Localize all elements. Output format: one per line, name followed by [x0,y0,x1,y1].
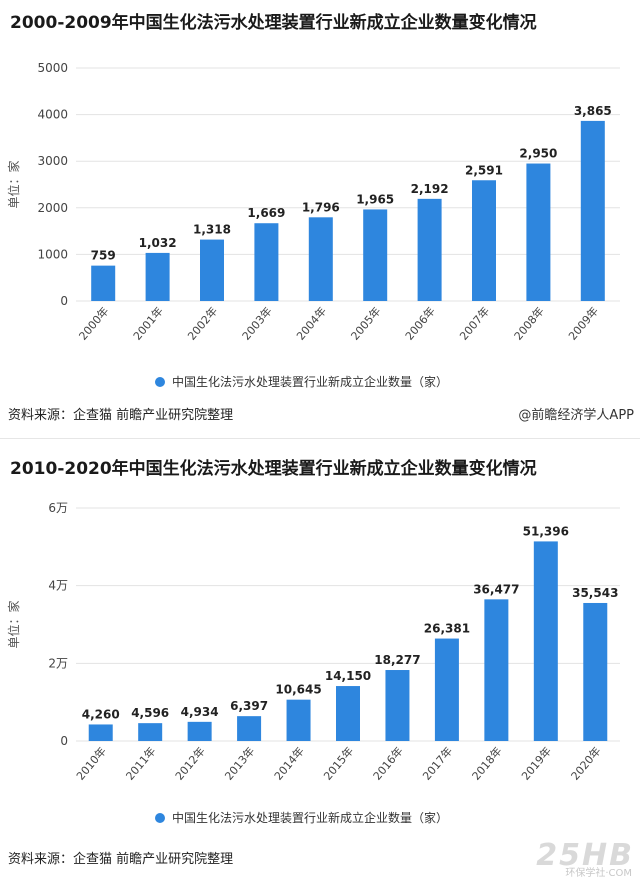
legend-marker [155,377,165,387]
bar [526,163,551,301]
chart-title: 2010-2020年中国生化法污水处理装置行业新成立企业数量变化情况 [10,459,537,479]
y-axis-label: 单位：家 [6,600,21,648]
y-tick-label: 4000 [37,108,68,122]
y-tick-label: 2000 [37,201,68,215]
data-label: 35,543 [572,586,618,600]
x-tick-label: 2016年 [370,744,406,783]
data-label: 1,796 [302,200,340,214]
footer: 资料来源：企查猫 前瞻产业研究院整理 @前瞻经济学人APP [0,404,640,428]
data-label: 18,277 [374,653,420,667]
chart-panel-2010-2020: 2010-2020年中国生化法污水处理装置行业新成立企业数量变化情况 0 2万 4万… [0,440,640,881]
footer: 资料来源：企查猫 前瞻产业研究院整理 [0,848,640,872]
data-label: 51,396 [523,524,569,538]
bar [336,686,360,741]
data-label: 1,318 [193,223,231,237]
y-tick-label: 0 [60,294,68,308]
data-label: 3,865 [574,104,612,118]
bar [580,120,605,302]
y-tick-label: 3000 [37,154,68,168]
bar [583,602,608,741]
data-label: 4,260 [82,707,120,721]
bar-chart-2000-2009: 0 1000 2000 3000 4000 5000 单位：家 759 2000年 1,032 20… [6,61,620,389]
data-label: 26,381 [424,622,470,636]
x-tick-label: 2006年 [402,304,438,343]
x-tick-label: 2018年 [469,744,505,783]
y-tick-label: 6万 [48,501,68,515]
source-text: 资料来源：企查猫 前瞻产业研究院整理 [8,852,234,867]
bar [145,252,170,301]
data-label: 4,596 [131,706,169,720]
data-label: 10,645 [275,683,321,697]
bar [254,223,279,301]
bar [187,721,212,741]
x-tick-label: 2017年 [419,744,455,783]
credit-text: @前瞻经济学人APP [518,408,634,423]
bar [88,724,113,741]
data-label: 2,950 [519,147,557,161]
bar [417,198,442,301]
y-tick-label: 0 [60,734,68,748]
data-label: 4,934 [181,705,219,719]
data-label: 36,477 [473,582,519,596]
bar [363,209,388,301]
x-tick-label: 2004年 [293,304,329,343]
x-tick-label: 2003年 [239,304,275,343]
data-label: 1,669 [247,206,285,220]
x-tick-label: 2002年 [185,304,221,343]
legend-label: 中国生化法污水处理装置行业新成立企业数量（家） [172,810,448,825]
x-tick-label: 2015年 [321,744,357,783]
source-text: 资料来源：企查猫 前瞻产业研究院整理 [8,408,234,423]
bar [138,723,163,741]
x-tick-label: 2013年 [222,744,258,783]
y-tick-label: 5000 [37,61,68,75]
bar [472,180,496,301]
legend-label: 中国生化法污水处理装置行业新成立企业数量（家） [172,374,448,389]
x-tick-label: 2007年 [457,304,493,343]
data-label: 14,150 [325,669,371,683]
bar [484,599,509,741]
x-tick-label: 2020年 [568,744,604,783]
x-tick-label: 2009年 [565,304,601,343]
data-label: 6,397 [230,699,268,713]
chart-title: 2000-2009年中国生化法污水处理装置行业新成立企业数量变化情况 [10,13,537,33]
watermark-logo: 25HB [536,838,634,873]
x-tick-label: 2012年 [172,744,208,783]
bar [308,217,333,301]
x-tick-label: 2014年 [271,744,307,783]
y-axis-label: 单位：家 [6,160,21,208]
data-label: 2,591 [465,163,503,177]
data-label: 759 [91,249,116,263]
chart-panel-2000-2009: 2000-2009年中国生化法污水处理装置行业新成立企业数量变化情况 0 1000… [0,0,640,440]
watermark-sub: 环保学社·COM [565,868,632,879]
bar [286,699,311,741]
x-tick-label: 2010年 [73,744,109,783]
bar [385,670,410,741]
x-tick-label: 2019年 [518,744,554,783]
bar [533,541,558,741]
x-tick-label: 2000年 [76,304,112,343]
data-label: 2,192 [411,182,449,196]
y-tick-label: 1000 [37,247,68,261]
legend-marker [155,813,165,823]
bar [91,265,116,301]
x-tick-label: 2011年 [123,744,159,783]
data-label: 1,032 [139,236,177,250]
divider [0,438,640,439]
data-label: 1,965 [356,192,394,206]
bar [237,716,262,741]
bar [434,638,459,741]
bar [200,239,224,301]
y-tick-label: 2万 [48,656,68,670]
y-tick-label: 4万 [48,579,68,593]
x-tick-label: 2005年 [348,304,384,343]
x-tick-label: 2008年 [511,304,547,343]
x-tick-label: 2001年 [130,304,166,343]
